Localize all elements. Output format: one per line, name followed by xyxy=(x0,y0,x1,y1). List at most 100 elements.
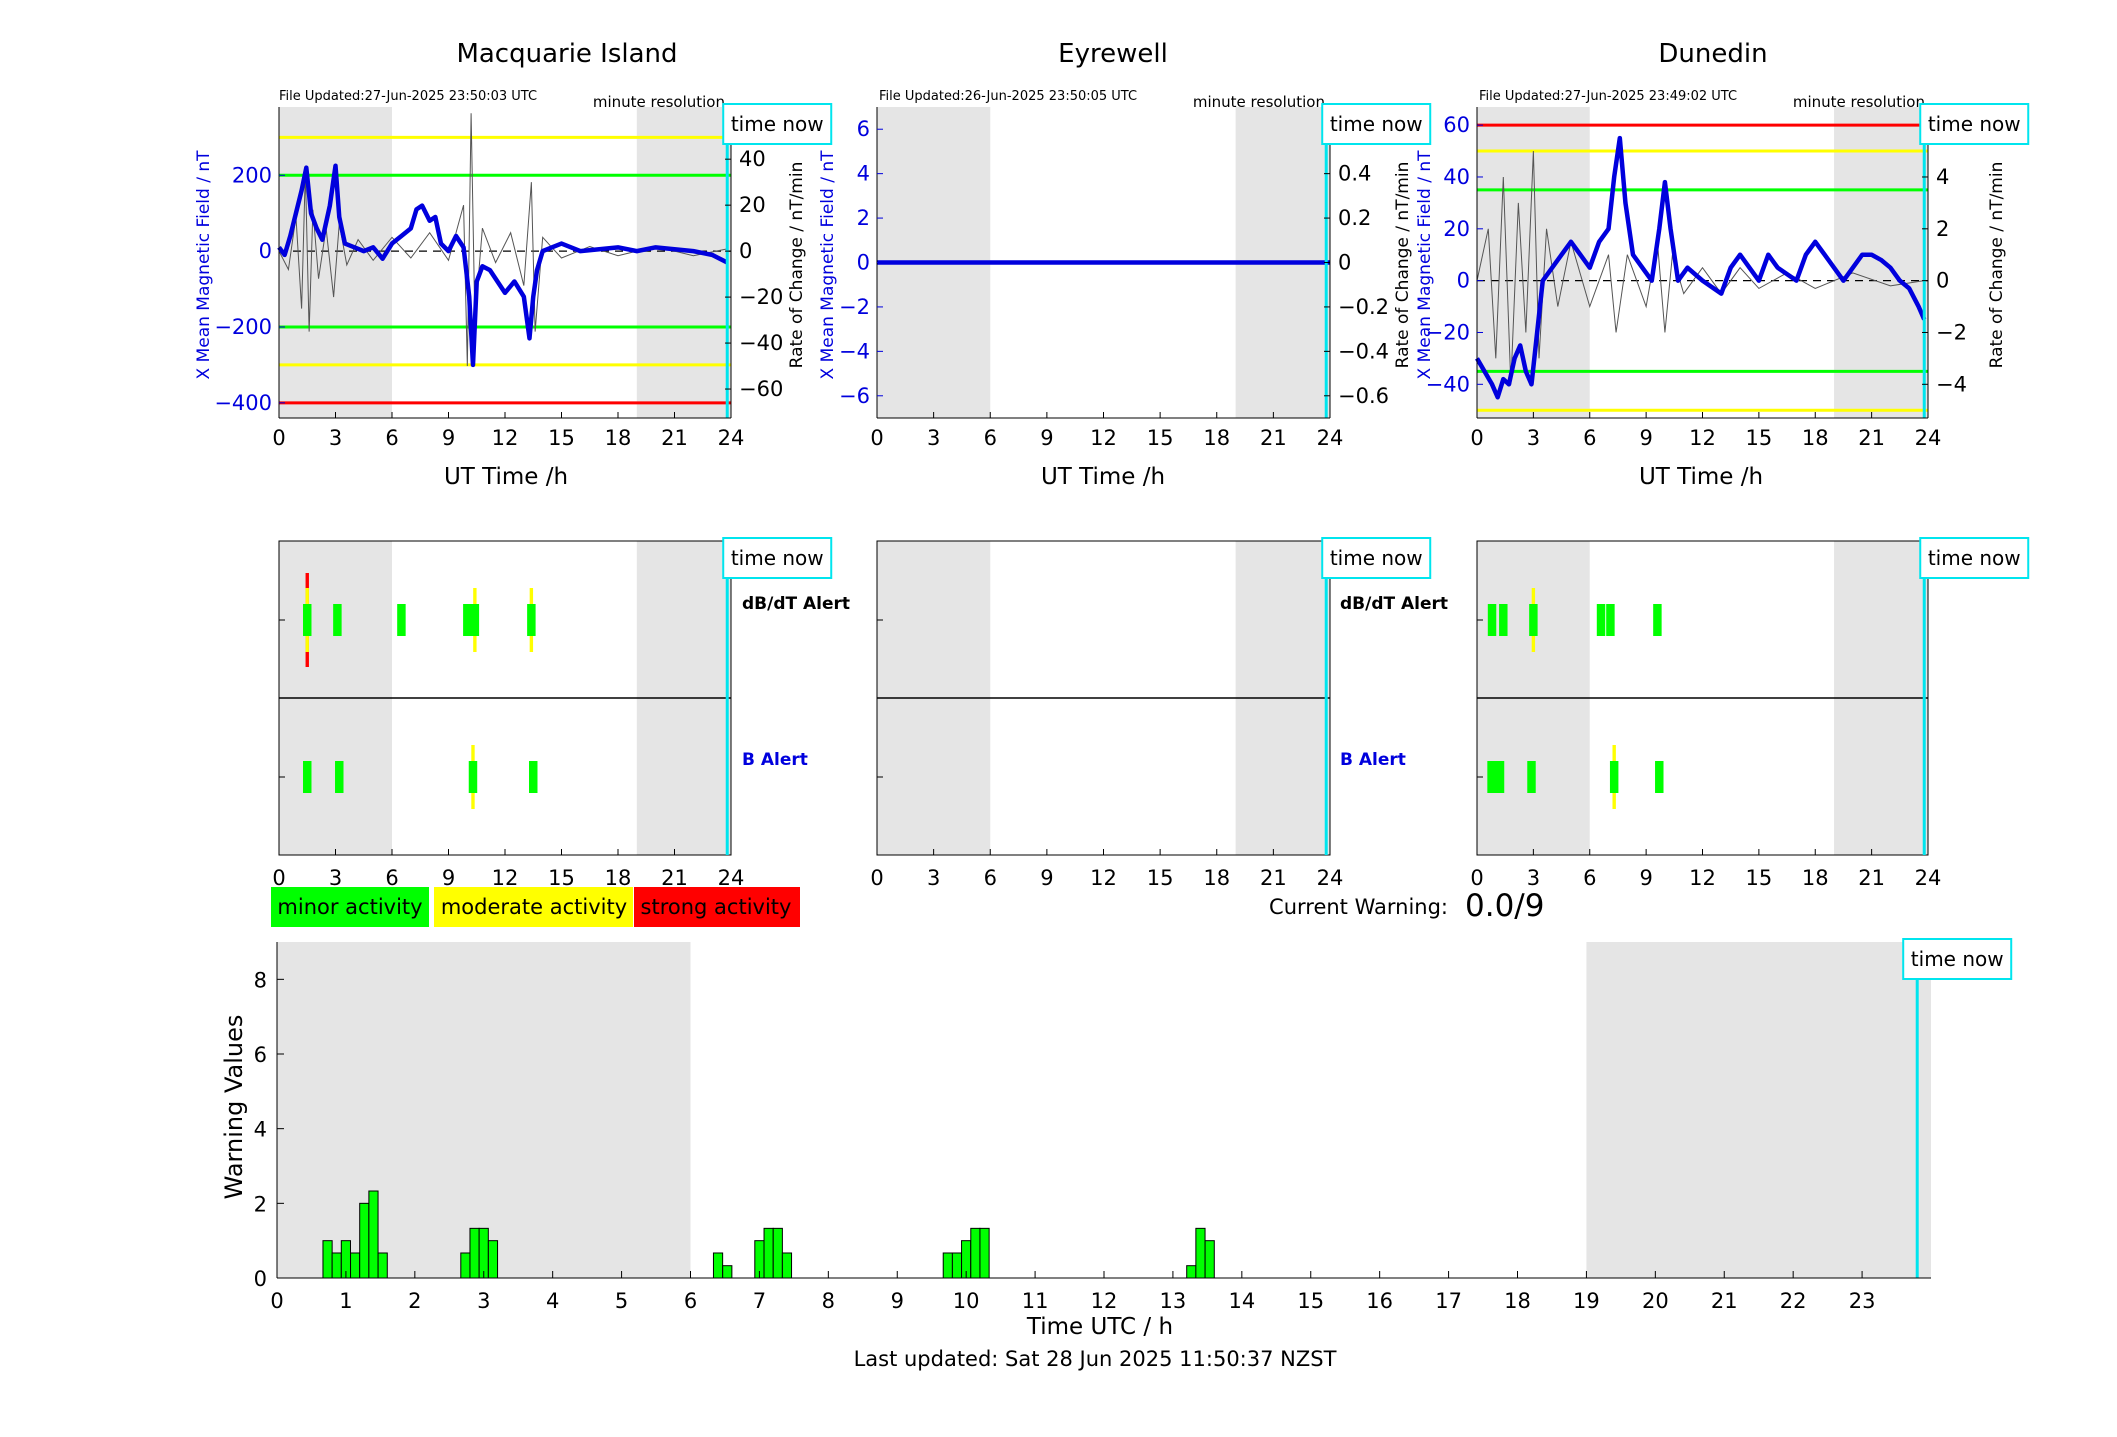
x-tick-label: 3 xyxy=(1527,426,1540,450)
night-shading xyxy=(1586,942,1931,1278)
x-tick-label: 18 xyxy=(605,866,632,890)
y-tick-label: 2 xyxy=(254,1192,267,1216)
warning-bar xyxy=(763,1227,774,1279)
y-left-tick-label: 40 xyxy=(1443,165,1470,189)
x-tick-label: 0 xyxy=(272,426,285,450)
warning-bar xyxy=(772,1227,783,1279)
x-tick-label: 12 xyxy=(492,426,519,450)
y-left-tick-label: −2 xyxy=(839,295,870,319)
x-tick-label: 24 xyxy=(1317,866,1344,890)
night-shading xyxy=(277,942,691,1278)
b-alert-mark xyxy=(303,761,312,793)
dbdt-alert-mark xyxy=(397,604,406,636)
x-tick-label: 18 xyxy=(605,426,632,450)
dbdt-alert-mark xyxy=(1499,604,1508,636)
warning-bar xyxy=(368,1190,379,1279)
b-alert-mark xyxy=(1609,761,1619,793)
field-series xyxy=(1475,135,1927,400)
y-right-tick-label: 4 xyxy=(1936,165,1949,189)
x-tick-label: 11 xyxy=(1022,1289,1049,1313)
warning-bar xyxy=(469,1227,480,1279)
time-now-box xyxy=(722,537,833,579)
b-alert-label-eyrewell: B Alert xyxy=(1340,750,1406,770)
xlabel-field-dunedin: UT Time /h xyxy=(1639,464,1763,490)
ylabel-right-eyrewell: Rate of Change / nT/min xyxy=(1393,162,1413,369)
x-tick-label: 2 xyxy=(408,1289,421,1313)
ylabel-left-macquarie: X Mean Magnetic Field / nT xyxy=(194,150,214,380)
b-alert-mark xyxy=(335,761,344,793)
x-tick-label: 24 xyxy=(1915,866,1942,890)
station-title-macquarie: Macquarie Island xyxy=(456,39,677,69)
current-warning-value: 0.0/9 xyxy=(1465,888,1544,924)
x-tick-label: 0 xyxy=(270,1289,283,1313)
warning-ylabel: Warning Values xyxy=(220,1015,248,1200)
y-tick-label: 0 xyxy=(254,1267,267,1291)
warning-bar xyxy=(951,1252,963,1279)
x-tick-label: 23 xyxy=(1849,1289,1876,1313)
legend-moderate-swatch xyxy=(434,887,633,927)
x-tick-label: 9 xyxy=(1040,866,1053,890)
b-alert-mark xyxy=(1527,761,1536,793)
legend-minor-label: minor activity xyxy=(277,895,422,919)
x-tick-label: 20 xyxy=(1642,1289,1669,1313)
rate-of-change-series xyxy=(1476,151,1925,385)
field-chart-eyrewell: 0 3 6 9 12 15 18 21 24−6−4−20246−0.6−0.4−0.200.2… xyxy=(839,103,1432,450)
x-tick-label: 15 xyxy=(1746,866,1773,890)
warning-bar xyxy=(487,1240,499,1279)
x-tick-label: 12 xyxy=(1689,426,1716,450)
x-tick-label: 18 xyxy=(1802,426,1829,450)
time-now-label: time now xyxy=(1928,546,2021,570)
x-tick-label: 4 xyxy=(546,1289,559,1313)
b-alert-mark xyxy=(468,761,478,793)
xlabel-field-macquarie: UT Time /h xyxy=(444,464,568,490)
dbdt-alert-mark xyxy=(303,604,312,636)
x-tick-label: 3 xyxy=(927,866,940,890)
x-tick-label: 18 xyxy=(1802,866,1829,890)
y-left-tick-label: −20 xyxy=(1426,320,1470,344)
x-tick-label: 12 xyxy=(1091,1289,1118,1313)
warning-bar xyxy=(322,1240,333,1279)
x-tick-label: 18 xyxy=(1504,1289,1531,1313)
warning-bar xyxy=(1195,1227,1206,1279)
time-now-box xyxy=(1321,103,1432,145)
x-tick-label: 10 xyxy=(953,1289,980,1313)
x-tick-label: 0 xyxy=(1470,866,1483,890)
dbdt-alert-mark xyxy=(1606,604,1615,636)
x-tick-label: 21 xyxy=(1260,866,1287,890)
rate-of-change-series xyxy=(278,113,728,367)
warning-bar xyxy=(781,1252,793,1279)
field-chart-macquarie: 0 3 6 9 12 15 18 21 24−400−2000200−60−40−2002040… xyxy=(214,101,833,450)
x-tick-label: 22 xyxy=(1780,1289,1807,1313)
x-tick-label: 12 xyxy=(1689,866,1716,890)
x-tick-label: 3 xyxy=(329,426,342,450)
x-tick-label: 21 xyxy=(661,426,688,450)
x-tick-label: 12 xyxy=(492,866,519,890)
x-tick-label: 9 xyxy=(1040,426,1053,450)
x-tick-label: 12 xyxy=(1090,866,1117,890)
warning-bar xyxy=(331,1252,342,1279)
x-tick-label: 14 xyxy=(1228,1289,1255,1313)
x-tick-label: 6 xyxy=(984,866,997,890)
legend-moderate-label: moderate activity xyxy=(441,895,627,919)
time-now-label: time now xyxy=(1911,947,2004,971)
x-tick-label: 21 xyxy=(1260,426,1287,450)
x-tick-label: 3 xyxy=(477,1289,490,1313)
dbdt-alert-mark xyxy=(527,604,536,636)
x-tick-label: 15 xyxy=(1297,1289,1324,1313)
file-updated-eyrewell: File Updated:26-Jun-2025 23:50:05 UTC xyxy=(879,89,1137,104)
legend-strong-swatch xyxy=(634,887,800,927)
x-tick-label: 21 xyxy=(661,866,688,890)
y-right-tick-label: 40 xyxy=(739,147,766,171)
ylabel-right-macquarie: Rate of Change / nT/min xyxy=(787,162,807,369)
y-right-tick-label: −60 xyxy=(739,377,783,401)
x-tick-label: 6 xyxy=(1583,866,1596,890)
y-right-tick-label: 0 xyxy=(1936,269,1949,293)
b-alert-mark xyxy=(1487,761,1505,793)
night-shading xyxy=(636,107,731,418)
x-tick-label: 9 xyxy=(442,426,455,450)
warning-bar xyxy=(1204,1240,1215,1279)
x-tick-label: 9 xyxy=(1639,866,1652,890)
x-tick-label: 0 xyxy=(870,866,883,890)
